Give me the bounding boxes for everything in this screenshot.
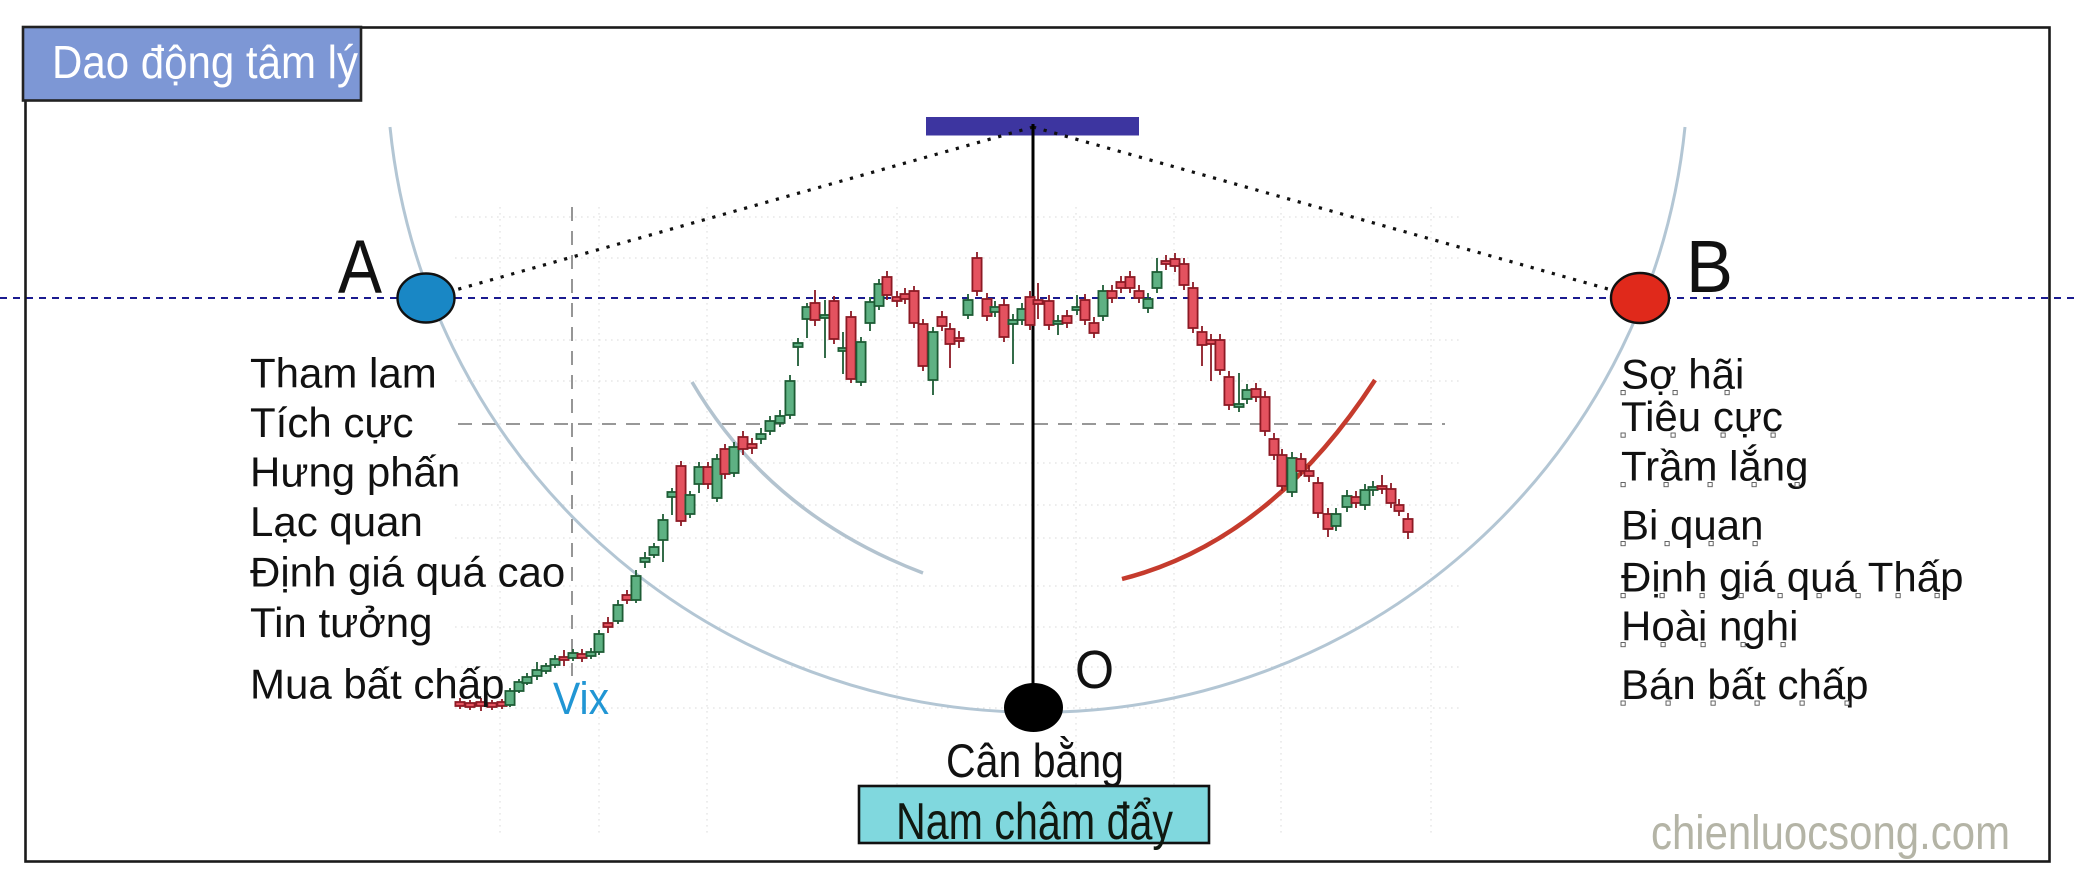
svg-text:Bán bất chấp: Bán bất chấp [1621, 661, 1869, 708]
svg-text:Hưng phấn: Hưng phấn [250, 449, 460, 496]
svg-text:A: A [338, 225, 382, 310]
svg-text:O: O [1075, 640, 1114, 700]
svg-text:Mua bất chấp: Mua bất chấp [250, 661, 505, 708]
svg-text:chienluocsong.com: chienluocsong.com [1651, 807, 2010, 860]
svg-text:Tham lam: Tham lam [250, 350, 437, 397]
svg-text:Định giá quá cao: Định giá quá cao [250, 549, 565, 596]
svg-text:Tin tưởng: Tin tưởng [250, 599, 433, 646]
svg-text:Hoài nghi: Hoài nghi [1621, 603, 1798, 650]
svg-text:Dao động tâm lý: Dao động tâm lý [52, 36, 358, 88]
svg-text:Tích cực: Tích cực [250, 399, 413, 446]
svg-text:Nam châm đẩy: Nam châm đẩy [896, 793, 1173, 851]
svg-text:Vix: Vix [553, 673, 609, 724]
svg-text:Định giá quá Thấp: Định giá quá Thấp [1621, 554, 1963, 601]
svg-text:B: B [1686, 225, 1733, 308]
svg-text:Tiêu cực: Tiêu cực [1621, 393, 1783, 440]
svg-text:Trầm lắng: Trầm lắng [1621, 443, 1809, 490]
svg-text:Sợ hãi: Sợ hãi [1621, 351, 1744, 398]
svg-text:Cân bằng: Cân bằng [946, 734, 1124, 787]
svg-text:Bi quan: Bi quan [1621, 502, 1763, 549]
svg-text:Lạc quan: Lạc quan [250, 498, 423, 545]
